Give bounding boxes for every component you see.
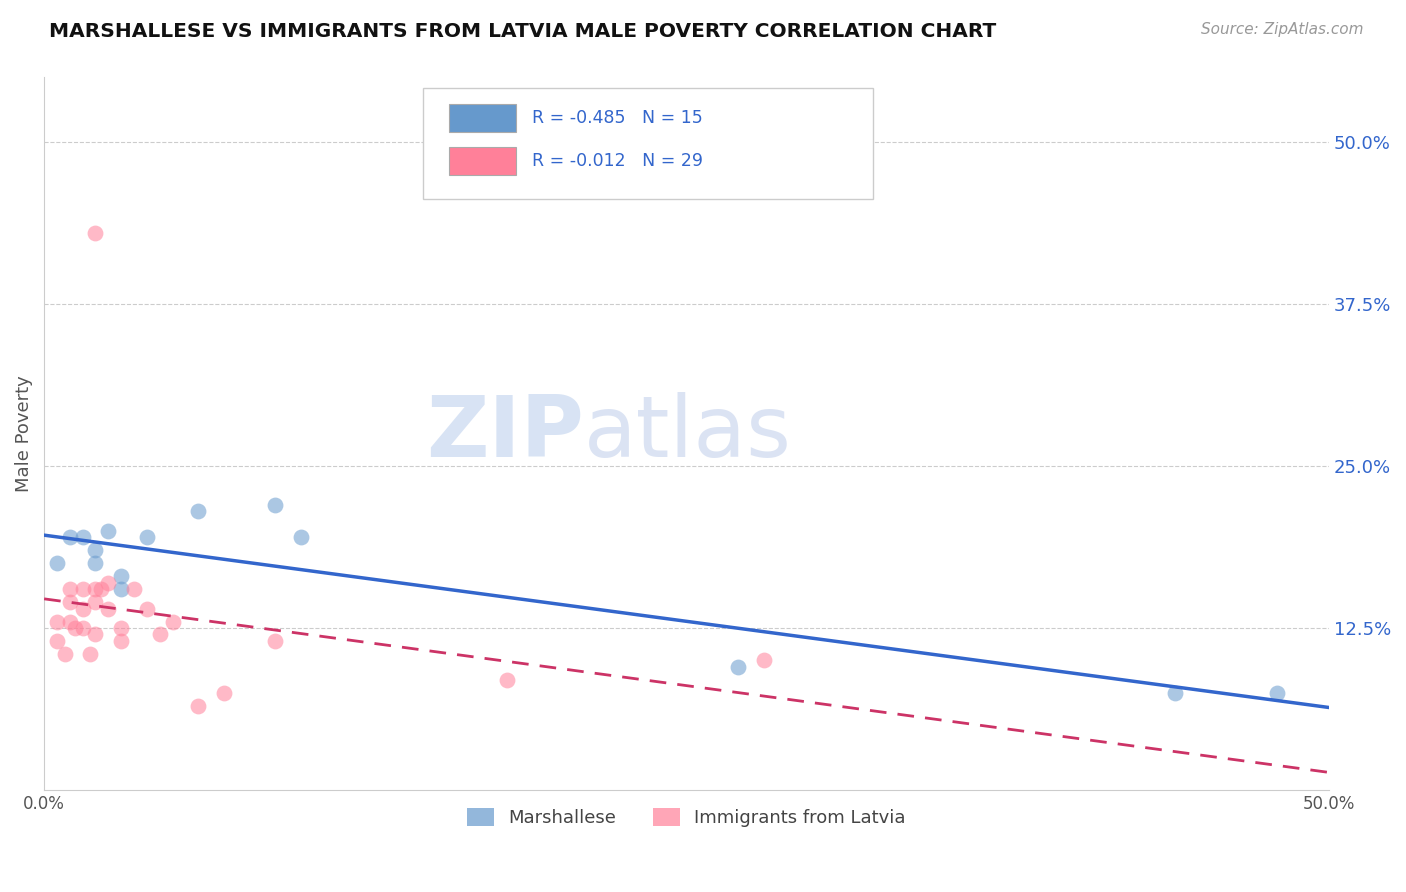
Point bbox=[1267, 686, 1289, 700]
Point bbox=[110, 569, 132, 583]
Point bbox=[97, 601, 120, 615]
Point bbox=[53, 647, 76, 661]
Point bbox=[84, 582, 107, 596]
Point bbox=[84, 556, 107, 570]
Point bbox=[187, 504, 209, 518]
Point bbox=[752, 653, 775, 667]
Point bbox=[110, 582, 132, 596]
Point bbox=[84, 543, 107, 558]
Point bbox=[149, 627, 172, 641]
Point bbox=[84, 627, 107, 641]
Point bbox=[46, 634, 69, 648]
Point bbox=[79, 647, 101, 661]
Point bbox=[97, 575, 120, 590]
Point bbox=[1163, 686, 1185, 700]
Point bbox=[59, 615, 82, 629]
Text: MARSHALLESE VS IMMIGRANTS FROM LATVIA MALE POVERTY CORRELATION CHART: MARSHALLESE VS IMMIGRANTS FROM LATVIA MA… bbox=[49, 22, 997, 41]
Point bbox=[110, 634, 132, 648]
Point bbox=[97, 524, 120, 538]
Text: atlas: atlas bbox=[583, 392, 792, 475]
Point bbox=[72, 621, 94, 635]
Point bbox=[59, 595, 82, 609]
FancyBboxPatch shape bbox=[423, 88, 873, 199]
Point bbox=[135, 601, 157, 615]
FancyBboxPatch shape bbox=[449, 103, 516, 132]
Point bbox=[110, 621, 132, 635]
Point bbox=[84, 595, 107, 609]
Point bbox=[84, 226, 107, 240]
Point bbox=[264, 498, 287, 512]
Text: ZIP: ZIP bbox=[426, 392, 583, 475]
Point bbox=[72, 601, 94, 615]
Point bbox=[727, 660, 749, 674]
Point bbox=[46, 556, 69, 570]
Point bbox=[72, 582, 94, 596]
Point bbox=[59, 530, 82, 544]
Point bbox=[495, 673, 517, 687]
Text: R = -0.485   N = 15: R = -0.485 N = 15 bbox=[533, 109, 703, 127]
Point bbox=[63, 621, 86, 635]
Point bbox=[264, 634, 287, 648]
Point bbox=[72, 530, 94, 544]
Point bbox=[90, 582, 112, 596]
Point bbox=[122, 582, 145, 596]
Point bbox=[290, 530, 312, 544]
Point bbox=[162, 615, 184, 629]
Point bbox=[135, 530, 157, 544]
Point bbox=[187, 698, 209, 713]
Point bbox=[212, 686, 235, 700]
Text: Source: ZipAtlas.com: Source: ZipAtlas.com bbox=[1201, 22, 1364, 37]
FancyBboxPatch shape bbox=[449, 146, 516, 175]
Point bbox=[59, 582, 82, 596]
Text: R = -0.012   N = 29: R = -0.012 N = 29 bbox=[533, 152, 703, 169]
Point bbox=[46, 615, 69, 629]
Legend: Marshallese, Immigrants from Latvia: Marshallese, Immigrants from Latvia bbox=[460, 800, 912, 834]
Y-axis label: Male Poverty: Male Poverty bbox=[15, 376, 32, 492]
